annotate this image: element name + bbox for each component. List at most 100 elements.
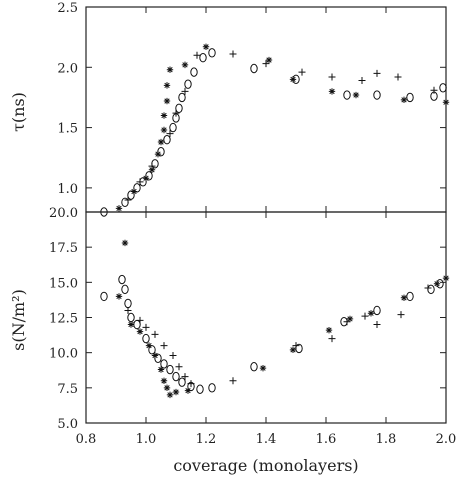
plus-point [175, 363, 183, 371]
x-tick-label: 1.0 [136, 432, 157, 447]
star-point [325, 326, 333, 334]
star-point [166, 66, 174, 73]
circle-point [250, 362, 258, 372]
star-point [148, 166, 156, 173]
circle-point [100, 291, 108, 302]
circle-point [250, 63, 258, 74]
y-tick-label: 1.0 [57, 182, 78, 197]
star-point [157, 138, 165, 146]
star-point [160, 112, 168, 119]
star-point [136, 328, 144, 335]
plus-point [136, 178, 144, 186]
y-tick-label: 10.0 [49, 347, 78, 362]
star-point [433, 280, 441, 287]
circle-point [160, 359, 168, 369]
star-point [172, 388, 180, 396]
plus-point [124, 306, 132, 314]
coverage-axis-label: coverage (monolayers) [173, 456, 358, 475]
circle-point [439, 83, 447, 93]
plus-point [343, 318, 351, 326]
plus-point [193, 51, 201, 59]
star-point [442, 99, 450, 106]
plus-point [424, 284, 432, 292]
star-point [166, 391, 174, 399]
tau-panel: 1.0 1.5 2.0 2.5 [57, 1, 450, 217]
circle-point [406, 92, 414, 103]
plus-point [397, 311, 405, 319]
star-point [289, 76, 297, 83]
star-point [121, 239, 129, 247]
plus-point [328, 335, 336, 343]
x-tick-label: 2.0 [436, 432, 457, 447]
circle-point [133, 319, 141, 330]
y-tick-label: 5.0 [57, 417, 78, 432]
circle-point [184, 79, 192, 89]
circle-point [142, 333, 150, 344]
star-point [346, 315, 354, 323]
plus-point [148, 162, 156, 170]
s-axis-label: s(N/m²) [9, 289, 28, 351]
star-point [400, 294, 408, 302]
plus-point [358, 77, 366, 85]
plus-point [181, 87, 189, 95]
star-point [127, 321, 135, 328]
star-point [352, 91, 360, 99]
plus-point [373, 321, 381, 329]
star-point [142, 175, 150, 182]
circle-point [175, 103, 183, 113]
circle-point [163, 134, 171, 145]
plus-point [142, 323, 150, 331]
star-point [160, 126, 168, 134]
circle-point [169, 122, 177, 133]
plus-point [169, 351, 177, 359]
tau-axis-label: τ(ns) [9, 92, 28, 132]
plus-point [166, 130, 174, 138]
circle-point [127, 312, 135, 323]
plus-point [361, 312, 369, 320]
star-point [115, 293, 123, 300]
circle-point [190, 67, 198, 77]
plus-point [229, 377, 237, 385]
star-point [289, 346, 297, 354]
circle-point [208, 383, 216, 393]
plus-point [292, 342, 300, 350]
plus-point [394, 73, 402, 81]
star-point [163, 82, 171, 89]
plus-point [124, 196, 132, 204]
plus-point [172, 109, 180, 117]
circle-point [373, 305, 381, 316]
star-point [328, 88, 336, 95]
circle-point [127, 190, 135, 200]
star-point [154, 150, 162, 158]
plus-point [187, 380, 195, 388]
star-point [202, 43, 210, 50]
y-tick-label: 2.5 [57, 1, 78, 16]
circle-point [133, 183, 141, 193]
star-point [400, 96, 408, 104]
plus-point [181, 373, 189, 381]
star-point [259, 364, 267, 372]
circle-point [121, 197, 129, 208]
star-point [181, 61, 189, 69]
y-tick-label: 2.0 [57, 61, 78, 76]
circle-point [196, 384, 204, 394]
x-tick-label: 1.8 [376, 432, 397, 447]
x-tick-label: 1.2 [196, 432, 217, 447]
circle-point [208, 48, 216, 58]
plus-point [160, 342, 168, 350]
circle-point [343, 90, 351, 100]
star-point [163, 384, 171, 392]
circle-point [166, 364, 174, 375]
circle-point [151, 159, 159, 169]
circle-point [121, 284, 129, 295]
circle-point [427, 284, 435, 295]
circle-point [199, 52, 207, 63]
y-tick-label: 17.5 [49, 241, 78, 256]
plus-point [430, 86, 438, 94]
plus-point [373, 69, 381, 77]
plus-point [136, 316, 144, 324]
star-point [184, 387, 192, 394]
y-tick-label: 1.5 [57, 122, 78, 137]
y-tick-label: 7.5 [57, 382, 78, 397]
